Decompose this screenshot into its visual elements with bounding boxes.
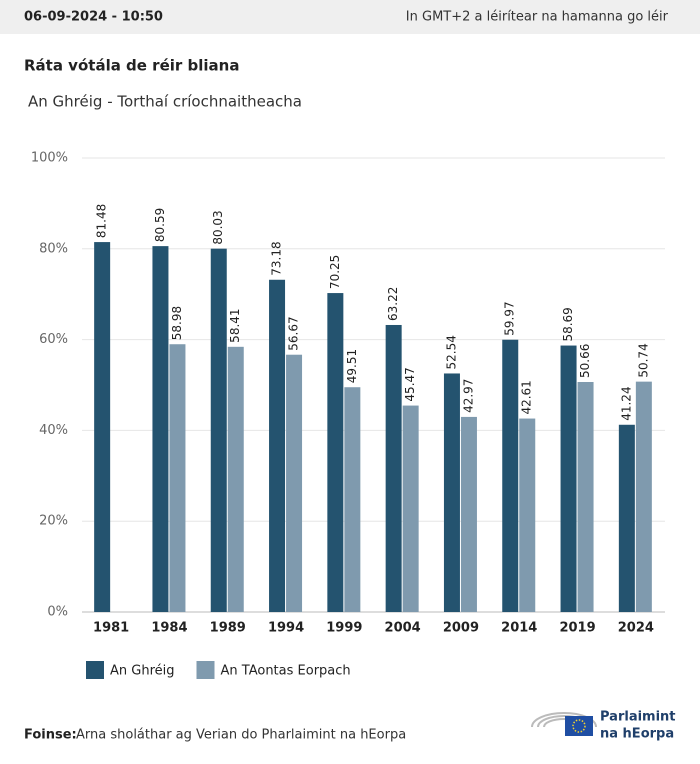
bar: [502, 339, 519, 612]
logo: Parlaimint na hEorpa: [531, 710, 676, 742]
x-tick-label: 1981: [93, 621, 129, 636]
y-tick-label: 80%: [39, 241, 68, 256]
y-tick-label: 0%: [47, 605, 68, 620]
y-tick-label: 100%: [31, 151, 68, 166]
bar: [560, 345, 577, 612]
y-tick-label: 60%: [39, 332, 68, 347]
bar: [443, 373, 460, 612]
logo-line1: Parlaimint: [600, 710, 676, 725]
datetime: 06-09-2024 - 10:50: [24, 10, 163, 25]
header-bar: [0, 0, 700, 34]
bar: [169, 344, 186, 612]
x-tick-label: 2024: [618, 621, 654, 636]
bar: [344, 387, 361, 612]
bar: [286, 354, 303, 612]
bar: [635, 381, 652, 612]
x-tick-label: 1994: [268, 621, 304, 636]
value-label: 42.61: [520, 380, 534, 414]
bar: [519, 418, 536, 612]
bar: [227, 346, 244, 612]
legend-label: An TAontas Eorpach: [221, 664, 351, 679]
value-label: 80.03: [211, 210, 225, 244]
legend-label: An Ghréig: [110, 664, 175, 679]
value-label: 80.59: [153, 208, 167, 242]
legend-swatch: [196, 661, 215, 679]
value-label: 52.54: [444, 335, 458, 369]
value-label: 50.74: [636, 343, 650, 377]
chart-title: Ráta vótála de réir bliana: [24, 57, 239, 75]
bar: [618, 424, 635, 612]
x-tick-label: 1989: [210, 621, 246, 636]
value-label: 42.97: [461, 379, 475, 413]
bar: [402, 405, 419, 612]
plot: 0% 20% 40% 60% 80% 100% 1981 81.48 1984 80.59 58.9…: [31, 151, 665, 679]
legend-swatch: [86, 661, 104, 679]
value-label: 58.98: [170, 306, 184, 340]
bar: [269, 279, 286, 612]
y-tick-label: 20%: [39, 514, 68, 529]
bar: [327, 293, 344, 612]
value-label: 58.69: [561, 307, 575, 341]
x-tick-label: 2014: [501, 621, 537, 636]
bar: [210, 248, 227, 612]
timezone-note: In GMT+2 a léirítear na hamanna go léir: [406, 10, 669, 25]
x-tick-label: 1999: [326, 621, 362, 636]
bar: [94, 242, 111, 612]
value-label: 56.67: [287, 316, 301, 350]
x-tick-label: 2004: [385, 621, 421, 636]
chart-subtitle: An Ghréig - Torthaí críochnaitheacha: [28, 93, 302, 111]
value-label: 58.41: [228, 308, 242, 342]
value-label: 49.51: [345, 349, 359, 383]
value-label: 63.22: [386, 287, 400, 321]
bar: [460, 416, 477, 612]
value-label: 73.18: [270, 241, 284, 275]
value-label: 41.24: [619, 386, 633, 420]
x-tick-label: 1984: [151, 621, 187, 636]
bar: [577, 382, 594, 612]
y-tick-label: 40%: [39, 423, 68, 438]
x-tick-label: 2009: [443, 621, 479, 636]
value-label: 45.47: [403, 367, 417, 401]
value-label: 70.25: [328, 255, 342, 289]
source-label: Foinse:: [24, 728, 77, 743]
x-tick-label: 2019: [559, 621, 595, 636]
source-text: Arna sholáthar ag Verian do Pharlaimint …: [76, 728, 406, 743]
bar: [385, 324, 402, 612]
value-label: 50.66: [578, 344, 592, 378]
bar: [152, 246, 169, 612]
value-label: 81.48: [95, 204, 109, 238]
value-label: 59.97: [503, 301, 517, 335]
logo-line2: na hEorpa: [600, 727, 674, 742]
